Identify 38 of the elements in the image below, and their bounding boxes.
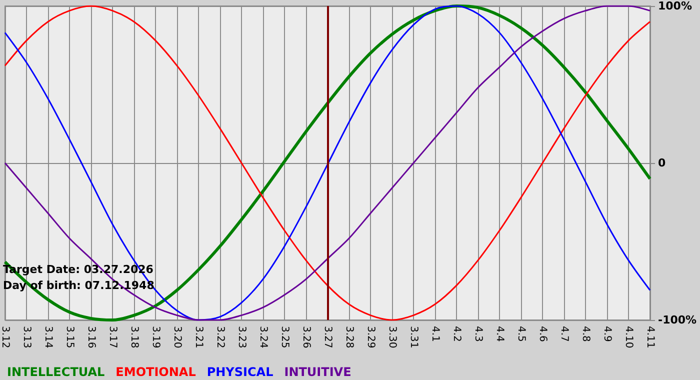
- text: INTUITIVE: [284, 365, 352, 379]
- x-tick-label: 3.28: [344, 326, 354, 348]
- x-tick-label: 4.4: [494, 326, 505, 342]
- x-tick-label: 3.21: [193, 326, 204, 348]
- x-tick-label: 3.23: [236, 326, 247, 348]
- y-tick-label: 0: [658, 156, 666, 170]
- x-tick-label: 3.18: [128, 326, 140, 348]
- x-tick-label: 4.5: [516, 326, 526, 342]
- x-tick-label: 3.30: [386, 326, 398, 348]
- x-tick-label: 4.7: [558, 326, 570, 342]
- x-tick-label: 3.26: [300, 326, 312, 348]
- x-tick-label: 3.16: [86, 326, 96, 348]
- text: INTELLECTUAL: [7, 365, 106, 379]
- x-tick-label: 4.1: [430, 326, 440, 342]
- x-tick-label: 4.10: [623, 326, 634, 348]
- x-tick-label: 3.12: [0, 326, 10, 348]
- x-tick-label: 3.27: [322, 326, 333, 348]
- x-tick-label: 4.6: [537, 326, 548, 342]
- x-tick-label: 3.20: [172, 326, 182, 348]
- x-tick-label: 3.17: [107, 326, 118, 348]
- x-tick-label: 3.15: [64, 326, 75, 348]
- x-tick-label: 3.29: [365, 326, 376, 348]
- x-tick-label: 4.2: [451, 326, 462, 342]
- x-tick-label: 4.9: [602, 326, 612, 342]
- x-tick-label: 3.25: [279, 326, 290, 348]
- text: EMOTIONAL: [116, 365, 196, 379]
- x-tick-label: 4.3: [472, 326, 484, 342]
- y-tick-label: -100%: [658, 314, 697, 326]
- x-tick-label: 3.31: [408, 326, 419, 348]
- x-tick-label: 3.22: [214, 326, 226, 348]
- x-tick-label: 4.11: [644, 326, 656, 348]
- x-tick-label: 3.14: [42, 326, 54, 348]
- x-tick-label: 3.13: [21, 326, 32, 348]
- x-tick-label: 4.8: [580, 326, 591, 342]
- x-tick-label: 3.19: [150, 326, 161, 348]
- text: PHYSICAL: [206, 365, 274, 379]
- y-tick-label: 100%: [658, 0, 692, 12]
- x-tick-label: 3.24: [258, 326, 268, 348]
